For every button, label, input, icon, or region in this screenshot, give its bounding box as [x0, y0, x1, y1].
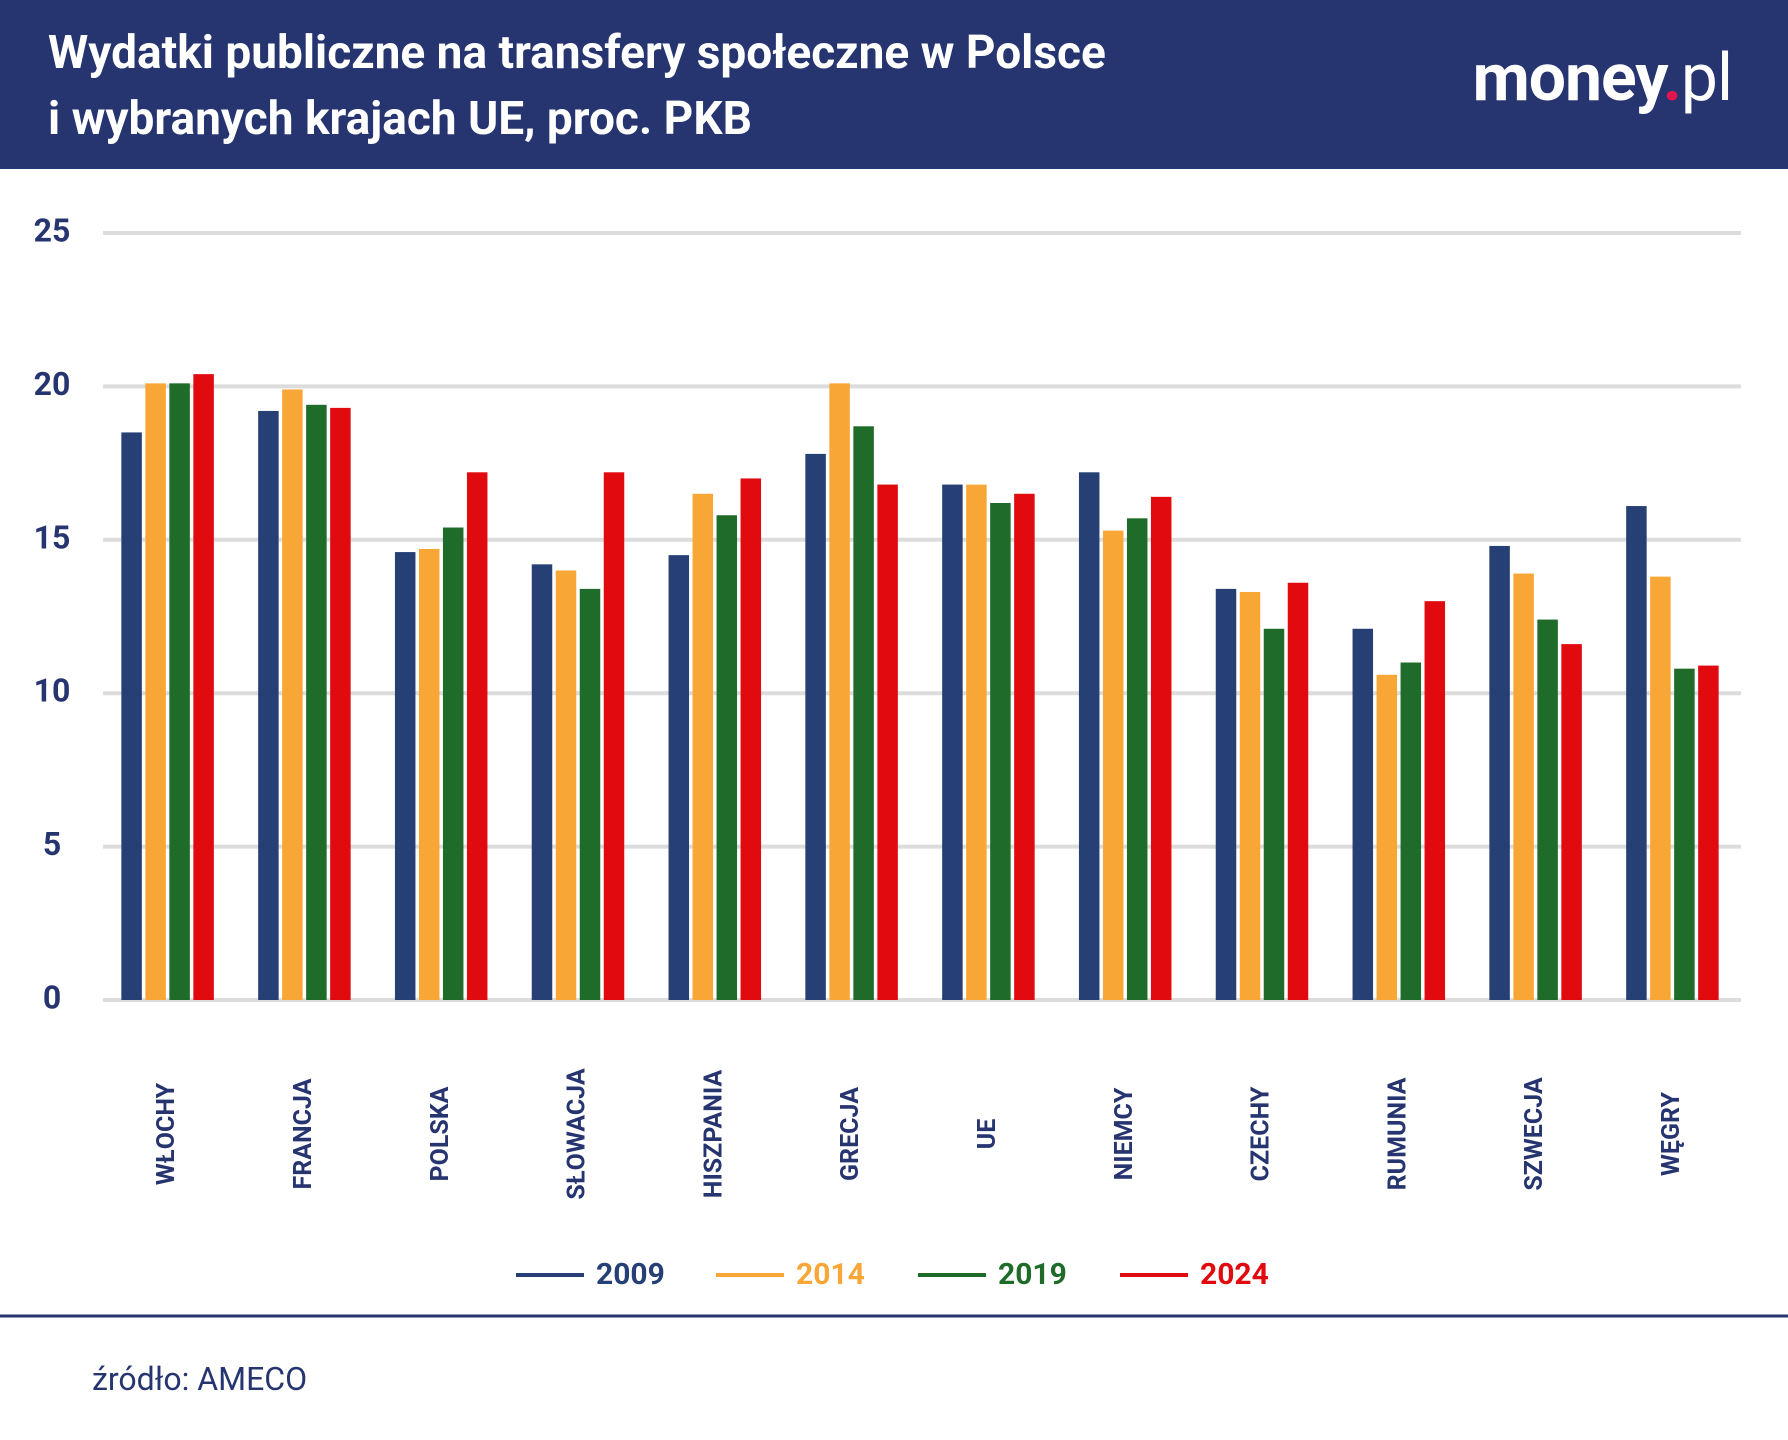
bar — [805, 453, 826, 1000]
x-tick-label: POLSKA — [426, 1086, 455, 1181]
bar — [1078, 472, 1100, 1001]
bar — [394, 552, 416, 1000]
title-line: Wydatki publiczne na transfery społeczne… — [48, 26, 1106, 80]
y-tick-label: 20 — [34, 365, 71, 403]
bar — [692, 493, 714, 1000]
bar — [1126, 518, 1148, 1000]
x-tick-label: SZWECJA — [1520, 1077, 1549, 1191]
bar — [579, 588, 601, 1000]
x-tick-label: NIEMCY — [1110, 1087, 1139, 1180]
bar — [1287, 582, 1309, 1000]
bar — [193, 374, 214, 1000]
y-tick-label: 15 — [34, 518, 71, 556]
legend-label: 2024 — [1200, 1257, 1269, 1292]
x-tick-label: FRANCJA — [289, 1078, 318, 1189]
bar — [1626, 506, 1647, 1000]
title-line: i wybranych krajach UE, proc. PKB — [48, 92, 752, 146]
x-tick-label: WĘGRY — [1657, 1092, 1686, 1176]
legend-label: 2009 — [596, 1257, 665, 1292]
bar — [330, 407, 351, 1001]
bar — [555, 570, 577, 1000]
logo-text: money — [1472, 40, 1664, 117]
legend-label: 2019 — [998, 1257, 1067, 1292]
bar — [258, 410, 279, 1001]
bar — [829, 383, 850, 1000]
bar — [442, 527, 464, 1000]
bar — [1561, 644, 1582, 1000]
bar — [1215, 588, 1237, 1000]
bar — [1513, 573, 1534, 1000]
bar — [1376, 674, 1398, 1000]
x-tick-label: CZECHY — [1247, 1086, 1276, 1181]
source: źródło: AMECO — [92, 1360, 308, 1398]
bar — [877, 484, 898, 1000]
bar — [942, 484, 963, 1000]
bar — [145, 383, 166, 1000]
bar — [306, 404, 327, 1001]
logo: money.pl — [1472, 40, 1733, 117]
bar — [1239, 591, 1261, 1000]
bar — [966, 484, 987, 1000]
y-tick-label: 5 — [43, 825, 61, 863]
bar — [1698, 665, 1719, 1000]
x-tick-label: SŁOWACJA — [563, 1068, 592, 1200]
bar — [121, 432, 142, 1000]
x-tick-label: RUMUNIA — [1383, 1077, 1412, 1190]
legend-label: 2014 — [796, 1257, 865, 1292]
bar — [1400, 662, 1422, 1000]
x-tick-label: GRECJA — [836, 1087, 865, 1181]
bar — [1352, 628, 1374, 1000]
x-tick-label: HISZPANIA — [699, 1070, 728, 1199]
bar — [668, 555, 690, 1000]
logo-suffix: pl — [1680, 40, 1733, 117]
bar — [1424, 601, 1446, 1000]
x-tick-label: WŁOCHY — [152, 1082, 181, 1185]
bar — [716, 515, 738, 1000]
y-tick-label: 10 — [34, 672, 71, 710]
bar — [169, 383, 190, 1000]
bar — [1102, 530, 1124, 1000]
bar — [740, 478, 762, 1000]
bar — [466, 472, 488, 1001]
bar — [1014, 493, 1035, 1000]
bar — [282, 389, 303, 1000]
bar — [418, 549, 440, 1000]
x-tick-label: UE — [973, 1119, 1002, 1150]
bar — [1489, 545, 1510, 1000]
bar — [1537, 619, 1558, 1000]
y-tick-label: 0 — [43, 978, 61, 1016]
bar — [1674, 668, 1695, 1000]
logo-dot: . — [1662, 40, 1682, 117]
bar — [1650, 576, 1671, 1000]
bar — [1263, 628, 1285, 1000]
bar — [853, 426, 874, 1000]
y-tick-label: 25 — [34, 211, 71, 249]
bar — [603, 472, 625, 1001]
bar — [531, 564, 553, 1000]
header: Wydatki publiczne na transfery społeczne… — [0, 0, 1788, 169]
bar — [1150, 496, 1172, 1000]
bar — [990, 502, 1011, 1000]
